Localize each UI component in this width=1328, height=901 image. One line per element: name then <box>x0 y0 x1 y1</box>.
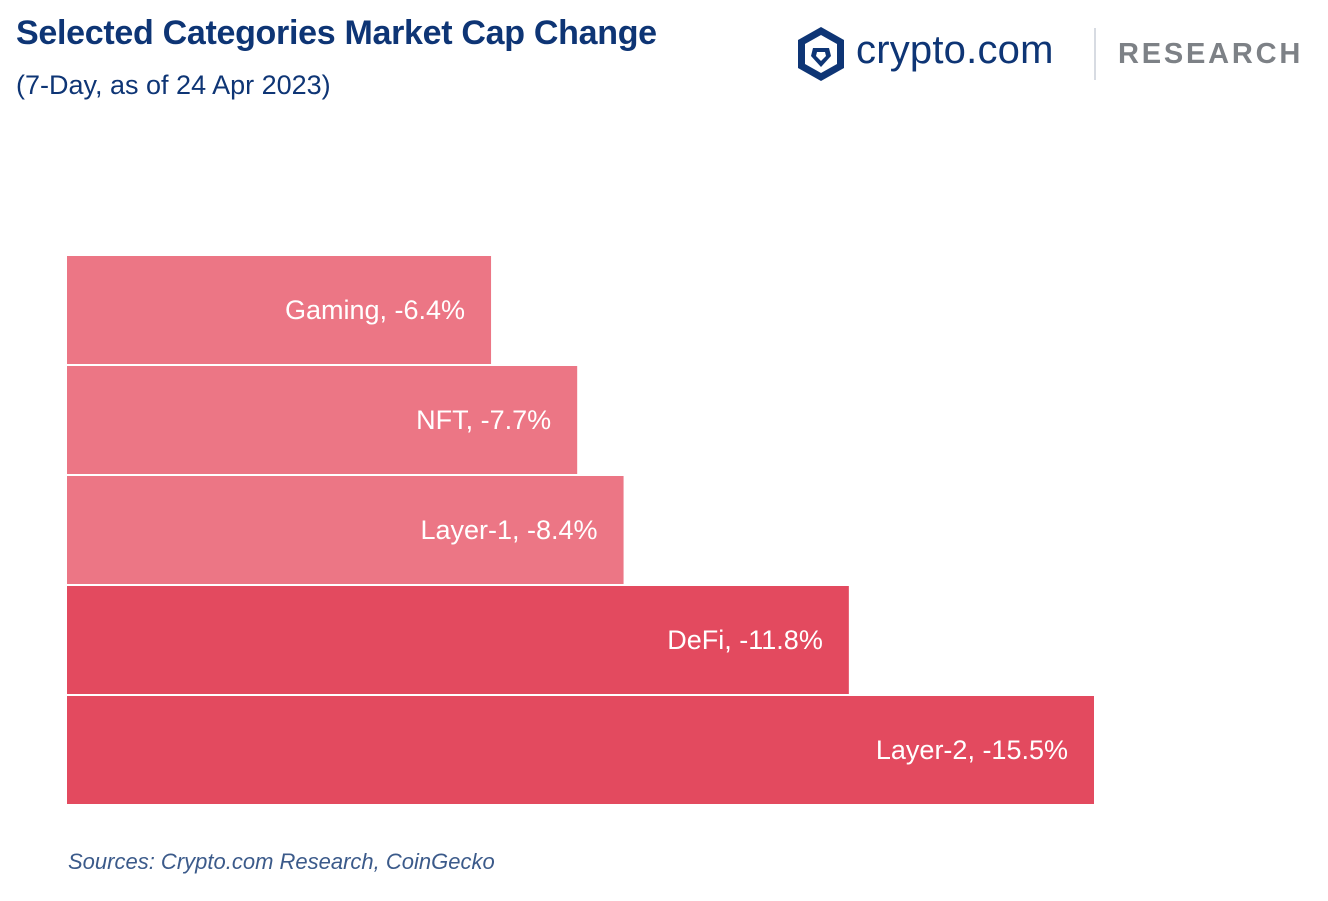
source-note: Sources: Crypto.com Research, CoinGecko <box>68 849 495 874</box>
brand-section-label: RESEARCH <box>1118 38 1304 70</box>
bar-label-layer-1: Layer-1, -8.4% <box>420 515 597 545</box>
brand-lockup: crypto.com RESEARCH <box>796 24 1306 84</box>
bar-label-nft: NFT, -7.7% <box>416 405 551 435</box>
bar-label-gaming: Gaming, -6.4% <box>285 295 465 325</box>
bar-layer-1 <box>67 476 624 584</box>
chart-subtitle: (7-Day, as of 24 Apr 2023) <box>16 70 331 100</box>
brand-name: crypto.com <box>856 28 1054 72</box>
bar-defi <box>67 586 849 694</box>
bar-label-layer-2: Layer-2, -15.5% <box>876 735 1068 765</box>
crypto-com-logo-icon <box>798 27 844 81</box>
bar-gaming <box>67 256 492 364</box>
bar-label-defi: DeFi, -11.8% <box>667 625 823 655</box>
bar-layer-2 <box>67 696 1094 804</box>
brand-divider <box>1094 28 1096 80</box>
bar-nft <box>67 366 578 474</box>
chart-title: Selected Categories Market Cap Change <box>16 14 657 52</box>
